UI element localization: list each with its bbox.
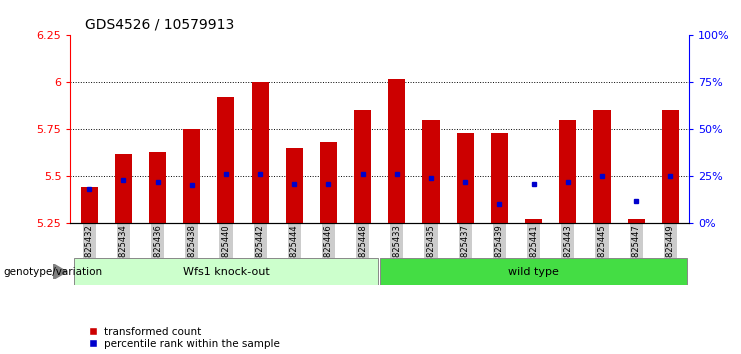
- Bar: [628, 219, 645, 223]
- Text: genotype/variation: genotype/variation: [4, 267, 103, 277]
- Bar: [662, 110, 679, 223]
- Bar: [81, 187, 98, 223]
- Bar: [491, 133, 508, 223]
- Text: Wfs1 knock-out: Wfs1 knock-out: [182, 267, 269, 277]
- Text: wild type: wild type: [508, 267, 559, 277]
- Bar: [252, 82, 269, 223]
- Bar: [525, 219, 542, 223]
- Bar: [354, 110, 371, 223]
- Bar: [217, 97, 234, 223]
- Polygon shape: [53, 264, 67, 280]
- Bar: [594, 110, 611, 223]
- FancyBboxPatch shape: [74, 258, 378, 285]
- FancyBboxPatch shape: [379, 258, 688, 285]
- Bar: [559, 120, 576, 223]
- Text: GDS4526 / 10579913: GDS4526 / 10579913: [85, 18, 234, 32]
- Bar: [388, 79, 405, 223]
- Bar: [422, 120, 439, 223]
- Bar: [149, 152, 166, 223]
- Bar: [286, 148, 303, 223]
- Bar: [320, 142, 337, 223]
- Bar: [115, 154, 132, 223]
- Bar: [456, 133, 473, 223]
- Legend: transformed count, percentile rank within the sample: transformed count, percentile rank withi…: [90, 327, 280, 349]
- Bar: [183, 129, 200, 223]
